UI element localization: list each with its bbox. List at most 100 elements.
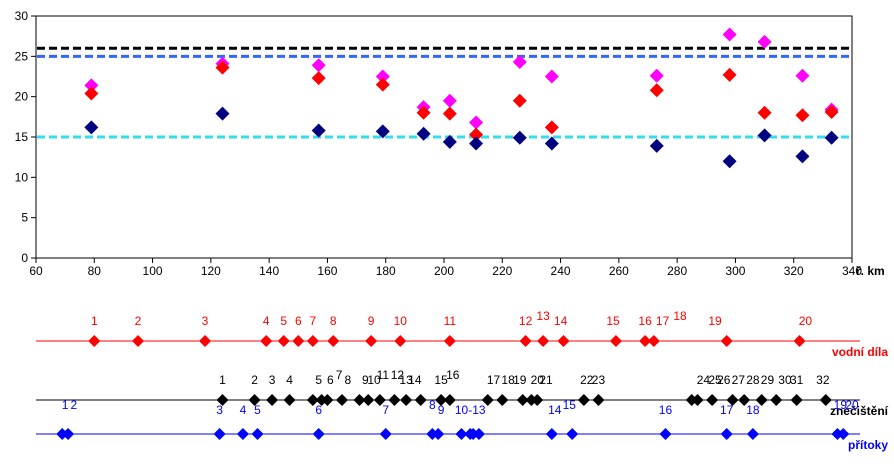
track-label: 16	[659, 403, 673, 417]
track-label: 15	[563, 398, 577, 412]
data-point	[722, 67, 737, 82]
track-marker	[770, 394, 783, 406]
data-point	[442, 134, 457, 149]
x-tick-label: 60	[29, 264, 43, 278]
track-marker	[481, 394, 494, 406]
data-point	[311, 58, 326, 73]
data-points	[84, 27, 839, 169]
x-tick-label: 100	[143, 264, 163, 278]
data-point	[722, 27, 737, 42]
data-point	[416, 126, 431, 141]
track-title: vodní díla	[832, 345, 888, 359]
y-tick-label: 30	[15, 9, 29, 23]
track-label: 27	[732, 373, 746, 387]
y-tick-label: 10	[15, 170, 29, 184]
track-label: 8	[429, 398, 436, 412]
track-marker	[248, 394, 261, 406]
data-point	[795, 68, 810, 83]
track-label: 10	[367, 373, 381, 387]
track-label: 32	[816, 373, 830, 387]
track-label: 13	[399, 373, 413, 387]
track-label: 23	[592, 373, 606, 387]
track-marker	[706, 394, 719, 406]
track-label: 9	[362, 373, 369, 387]
track-label: 2	[135, 314, 142, 328]
track-marker	[414, 394, 427, 406]
data-point	[757, 34, 772, 49]
track-marker	[545, 428, 558, 440]
track-label: 22	[580, 373, 594, 387]
track-marker	[336, 394, 348, 406]
track-marker	[362, 394, 375, 406]
track-label: 12	[519, 314, 533, 328]
y-tick-label: 25	[15, 49, 29, 63]
track-marker	[455, 428, 468, 440]
x-tick-label: 120	[201, 264, 221, 278]
track-marker	[88, 335, 101, 347]
track-marker	[443, 394, 456, 406]
track-marker	[592, 394, 605, 406]
track-label: 19	[708, 314, 722, 328]
data-point	[795, 108, 810, 123]
track-label: 20	[799, 314, 813, 328]
data-point	[84, 86, 99, 101]
track-label: 18	[501, 373, 515, 387]
track-label: 6	[315, 403, 322, 417]
track-label: 6	[295, 314, 302, 328]
track-label: 4	[286, 373, 293, 387]
track-label: 16	[446, 368, 460, 382]
track-marker	[216, 394, 229, 406]
plot-axes: 60 80 100 120 140 160 180 200 220 240 260 280 300 320…	[15, 9, 885, 278]
y-tick-label: 0	[21, 251, 28, 265]
track-label: 14	[548, 403, 562, 417]
track-label: 26	[717, 373, 731, 387]
track-label: 14	[554, 314, 568, 328]
data-point	[757, 105, 772, 120]
track-label: 17	[487, 373, 501, 387]
track-marker	[537, 335, 550, 347]
track-label: 17	[720, 403, 734, 417]
track-label: 5	[280, 314, 287, 328]
track-label: 2	[71, 398, 78, 412]
data-point	[84, 78, 99, 93]
track-label: 5	[315, 373, 322, 387]
data-point	[544, 120, 559, 135]
data-point	[649, 83, 664, 98]
track-marker	[373, 394, 386, 406]
x-tick-label: 140	[259, 264, 279, 278]
track-marker	[472, 428, 485, 440]
x-tick-label: 200	[434, 264, 454, 278]
x-tick-label: 260	[609, 264, 629, 278]
track-label: 16	[638, 314, 652, 328]
track-label: 28	[746, 373, 760, 387]
data-point	[416, 105, 431, 120]
track-marker	[312, 428, 325, 440]
track-label: 7	[310, 314, 317, 328]
track-marker	[388, 394, 401, 406]
data-point	[824, 130, 839, 145]
data-point	[311, 123, 326, 138]
data-point	[375, 124, 390, 139]
track-marker	[691, 394, 704, 406]
track-label: 9	[368, 314, 375, 328]
data-point	[544, 136, 559, 151]
track-marker	[647, 335, 660, 347]
track-marker	[199, 335, 212, 347]
data-point	[215, 60, 230, 75]
track-label: 18	[673, 309, 687, 323]
track-label: 3	[216, 403, 223, 417]
x-tick-label: 280	[667, 264, 687, 278]
track-label: 17	[656, 314, 670, 328]
track-label: 3	[202, 314, 209, 328]
data-point	[215, 106, 230, 121]
track-marker	[531, 394, 544, 406]
data-point	[512, 54, 527, 69]
track-marker	[557, 335, 570, 347]
track-marker	[266, 394, 279, 406]
track-label: 11	[377, 368, 390, 382]
track-label: 1	[62, 398, 69, 412]
data-point	[375, 69, 390, 84]
track-label: 14	[408, 373, 422, 387]
track-marker	[353, 394, 366, 406]
